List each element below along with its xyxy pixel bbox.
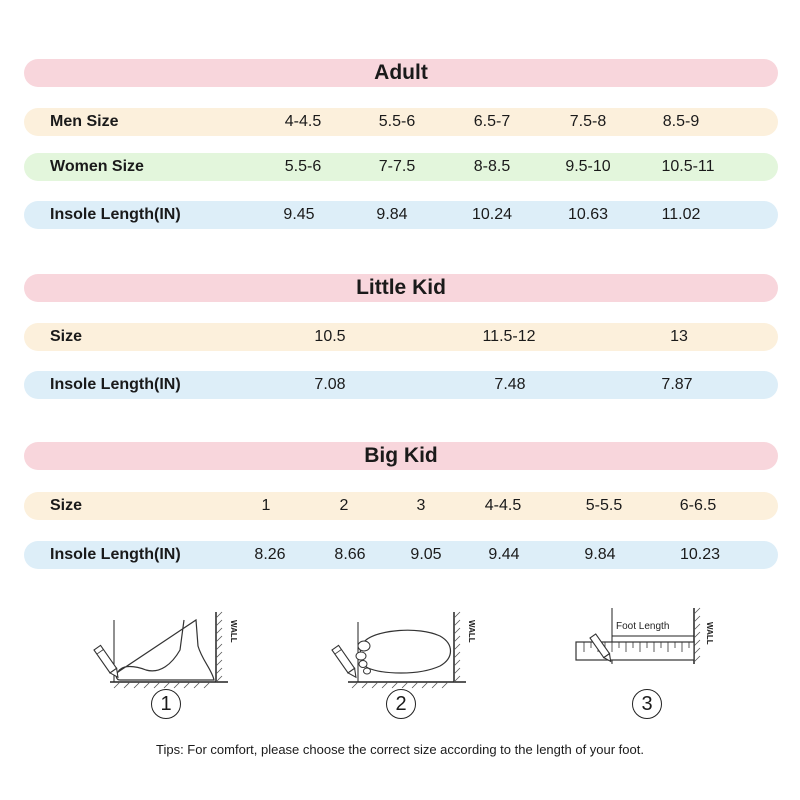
little-kid-section-title: Little Kid (24, 274, 778, 302)
step-1-illustration: WALL (93, 611, 238, 689)
size-value: 13 (670, 328, 688, 345)
size-value: 5-5.5 (585, 497, 623, 514)
big-kid-insole-length-row: Insole Length(IN) 8.26 8.66 9.05 9.44 9.… (24, 541, 778, 569)
floor-hatch (113, 681, 211, 689)
pencil-icon (589, 633, 612, 663)
men-size-value: 8.5-9 (662, 113, 700, 130)
size-value: 4-4.5 (484, 497, 522, 514)
adult-section-title: Adult (24, 59, 778, 87)
size-value: 1 (261, 497, 271, 514)
men-size-value: 5.5-6 (378, 113, 416, 130)
insole-length-label: Insole Length(IN) (50, 206, 181, 223)
little-kid-insole-length-row: Insole Length(IN) 7.08 7.48 7.87 (24, 371, 778, 399)
foot-top-icon (359, 629, 452, 674)
wall-hatch (453, 611, 461, 683)
men-size-value: 6.5-7 (473, 113, 511, 130)
step-number-3: 3 (632, 689, 662, 719)
men-size-label: Men Size (50, 113, 119, 130)
insole-length-value: 10.23 (679, 546, 721, 563)
insole-length-label: Insole Length(IN) (50, 546, 181, 563)
big-kid-title-text: Big Kid (364, 444, 438, 467)
insole-length-value: 9.45 (283, 206, 315, 223)
size-value: 11.5-12 (482, 328, 536, 345)
women-size-value: 9.5-10 (565, 158, 611, 175)
men-size-value: 4-4.5 (284, 113, 322, 130)
insole-length-value: 9.84 (584, 546, 616, 563)
insole-length-value: 8.66 (334, 546, 366, 563)
step-number-2: 2 (386, 689, 416, 719)
insole-length-value: 9.44 (488, 546, 520, 563)
wall-label: WALL (705, 622, 714, 645)
foot-length-label: Foot Length (616, 621, 669, 632)
size-label: Size (50, 497, 83, 514)
pencil-icon (331, 644, 357, 679)
size-label: Size (50, 328, 83, 345)
insole-length-value: 10.63 (567, 206, 609, 223)
insole-length-value: 7.08 (314, 376, 346, 393)
women-size-label: Women Size (50, 158, 144, 175)
men-size-value: 7.5-8 (569, 113, 607, 130)
women-size-value: 5.5-6 (284, 158, 322, 175)
step-3-illustration: Foot Length WALL (575, 607, 714, 664)
women-size-value: 10.5-11 (661, 158, 715, 175)
step-2-illustration: WALL (331, 611, 476, 689)
little-kid-size-row: Size 10.5 11.5-12 13 (24, 323, 778, 351)
big-kid-section-title: Big Kid (24, 442, 778, 470)
wall-label: WALL (229, 620, 238, 643)
wall-label: WALL (467, 620, 476, 643)
wall-hatch (693, 607, 701, 663)
adult-men-size-row: Men Size 4-4.5 5.5-6 6.5-7 7.5-8 8.5-9 (24, 108, 778, 136)
adult-women-size-row: Women Size 5.5-6 7-7.5 8-8.5 9.5-10 10.5… (24, 153, 778, 181)
size-value: 2 (339, 497, 349, 514)
insole-length-value: 7.87 (661, 376, 693, 393)
insole-length-value: 9.84 (376, 206, 408, 223)
floor-hatch (351, 681, 449, 689)
size-value: 10.5 (314, 328, 346, 345)
ruler-icon (575, 641, 695, 661)
adult-title-text: Adult (374, 61, 428, 84)
tips-text: Tips: For comfort, please choose the cor… (156, 742, 644, 757)
women-size-value: 7-7.5 (378, 158, 416, 175)
pencil-icon (93, 644, 119, 679)
size-value: 3 (416, 497, 426, 514)
ruler-ticks (583, 642, 690, 652)
little-kid-title-text: Little Kid (356, 276, 446, 299)
foot-side-icon (115, 618, 215, 681)
insole-length-value: 10.24 (471, 206, 513, 223)
toes-icon (355, 640, 371, 675)
step-number-1: 1 (151, 689, 181, 719)
insole-length-label: Insole Length(IN) (50, 376, 181, 393)
insole-length-value: 9.05 (410, 546, 442, 563)
adult-insole-length-row: Insole Length(IN) 9.45 9.84 10.24 10.63 … (24, 201, 778, 229)
insole-length-value: 11.02 (661, 206, 701, 223)
insole-length-value: 7.48 (494, 376, 526, 393)
women-size-value: 8-8.5 (473, 158, 511, 175)
wall-hatch (215, 611, 223, 683)
big-kid-size-row: Size 1 2 3 4-4.5 5-5.5 6-6.5 (24, 492, 778, 520)
size-value: 6-6.5 (679, 497, 717, 514)
insole-length-value: 8.26 (254, 546, 286, 563)
